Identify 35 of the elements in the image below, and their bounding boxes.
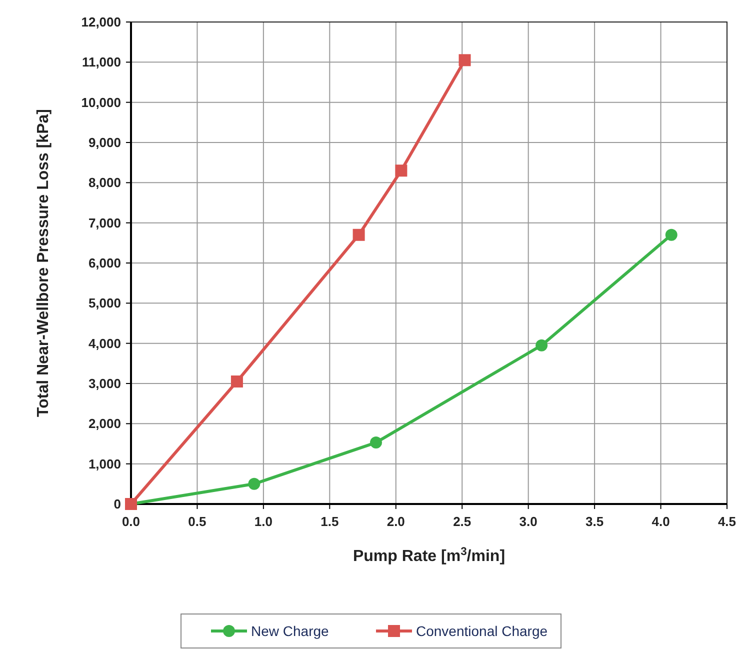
x-tick-label: 1.5 <box>320 514 339 529</box>
point <box>370 436 382 449</box>
legend-label: Conventional Charge <box>416 623 548 639</box>
y-tick-label: 5,000 <box>88 296 121 311</box>
y-tick-label: 3,000 <box>88 376 121 391</box>
point <box>536 339 548 352</box>
y-tick-label: 11,000 <box>82 54 121 70</box>
point <box>352 228 365 241</box>
y-tick-label: 2,000 <box>88 416 121 432</box>
x-axis-title: Pump Rate [m$^{3}$/min] <box>352 546 506 565</box>
x-tick-label: 3.5 <box>586 514 604 529</box>
x-tick-label: 2.5 <box>453 514 472 529</box>
point <box>665 228 678 241</box>
x-tick-label: 0.0 <box>122 514 140 529</box>
y-tick-label: 0 <box>114 496 121 512</box>
y-tick-label: 8,000 <box>88 175 121 190</box>
x-tick-label: 3.0 <box>519 514 538 529</box>
x-tick-label: 0.5 <box>188 514 206 529</box>
y-tick-label: 12,000 <box>81 14 121 30</box>
y-tick-label: 6,000 <box>88 256 121 270</box>
y-tick-label: 9,000 <box>88 135 121 150</box>
y-tick-label: 7,000 <box>88 215 121 230</box>
y-tick-label: 4,000 <box>88 336 121 351</box>
x-tick-label: 1.0 <box>254 514 272 529</box>
point <box>248 478 260 490</box>
x-tick-label: 4.0 <box>652 514 670 529</box>
legend-label: New Charge <box>251 623 330 639</box>
x-tick-label: 2.0 <box>386 514 405 529</box>
x-tick-label: 4.5 <box>718 514 736 529</box>
y-axis-title: Total Near-Wellbore Pressure Loss [kPa] <box>35 109 52 417</box>
point <box>230 375 243 388</box>
y-tick-label: 10,000 <box>81 94 121 110</box>
point <box>395 164 408 177</box>
point <box>458 54 471 66</box>
y-tick-label: 1,000 <box>88 456 121 472</box>
